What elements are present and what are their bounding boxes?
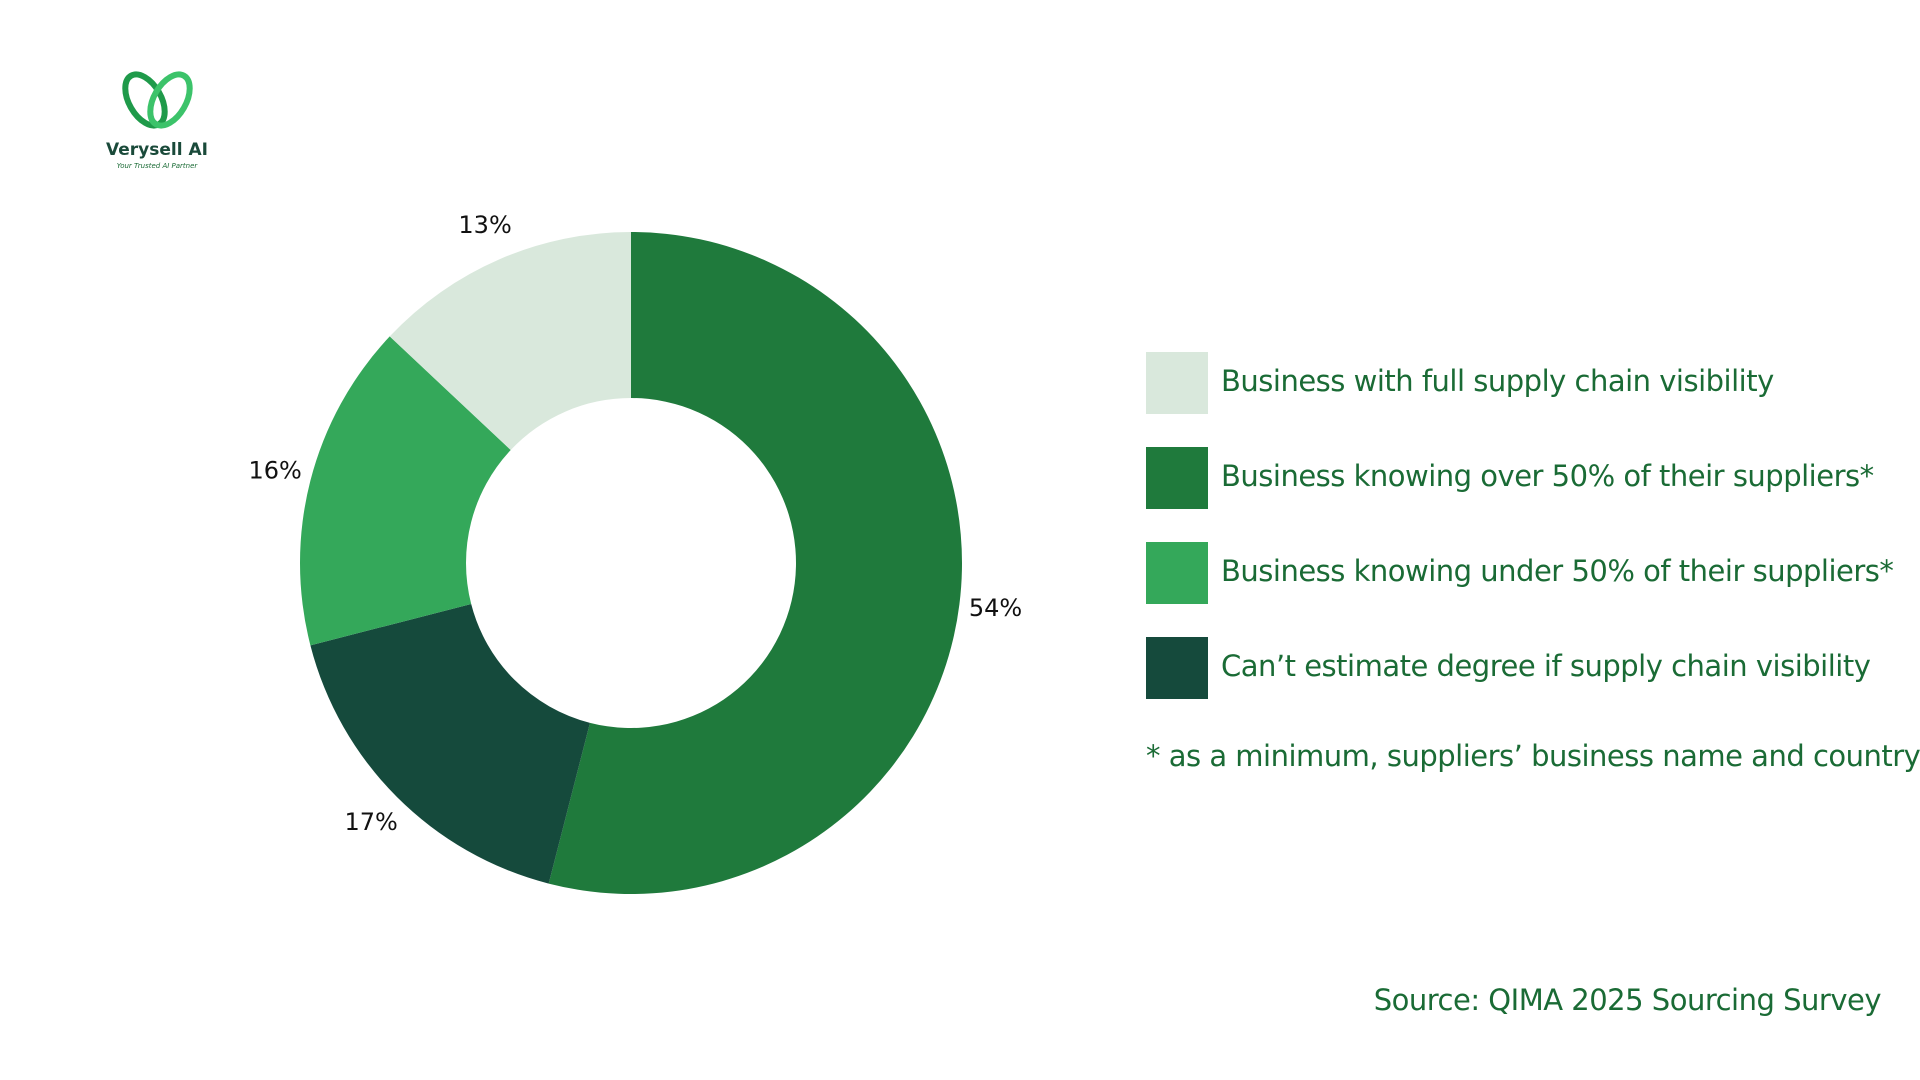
source: Source: QIMA 2025 Sourcing Survey — [1374, 983, 1882, 1017]
legend-swatch — [1146, 637, 1208, 699]
legend-label: Can’t estimate degree if supply chain vi… — [1221, 649, 1871, 683]
legend-swatch — [1146, 542, 1208, 604]
donut-chart: 54% Business knowing over 50% of their su… — [248, 211, 1894, 894]
logo: Verysell AI Your Trusted AI Partner — [106, 71, 208, 170]
legend-label: Business knowing over 50% of their suppl… — [1221, 459, 1874, 493]
donut-slice — [310, 604, 590, 884]
data-label: 17% — [345, 808, 398, 836]
donut-slice — [299, 336, 511, 646]
logo-tagline: Your Trusted AI Partner — [117, 162, 199, 170]
data-label: 54% — [969, 594, 1022, 622]
legend-swatch — [1146, 447, 1208, 509]
legend-label: Business with full supply chain visibili… — [1221, 364, 1774, 398]
logo-name: Verysell AI — [106, 140, 208, 160]
legend-label: Business knowing under 50% of their supp… — [1221, 554, 1893, 588]
logo-mark — [147, 71, 193, 129]
legend-swatch — [1146, 352, 1208, 414]
footnote: * as a minimum, suppliers’ business name… — [1146, 739, 1920, 773]
data-label: 13% — [458, 211, 511, 239]
data-label: 16% — [248, 457, 301, 485]
donut-slice — [548, 232, 963, 894]
donut-slice — [389, 232, 631, 451]
